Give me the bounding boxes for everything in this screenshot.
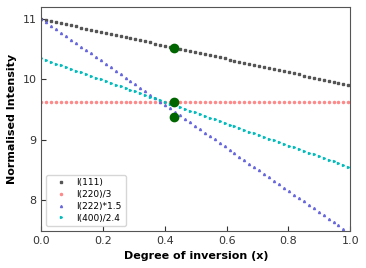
Line: I(111): I(111) (40, 18, 351, 87)
I(220)/3 (188, 101, 192, 104)
I(400)/2.4 (186, 109, 190, 112)
I(220)/3 (39, 101, 44, 104)
I(111) (39, 17, 44, 21)
I(220)/3 (206, 101, 211, 104)
I(111) (186, 49, 190, 52)
I(400)/2.4 (341, 163, 345, 166)
I(400)/2.4 (348, 166, 352, 169)
I(220)/3 (223, 101, 227, 104)
I(222)*1.5 (223, 145, 227, 148)
Line: I(220)/3: I(220)/3 (40, 101, 351, 103)
I(222)*1.5 (188, 121, 192, 124)
I(111) (341, 82, 345, 85)
I(111) (206, 53, 211, 57)
I(222)*1.5 (341, 227, 345, 230)
I(400)/2.4 (223, 121, 227, 125)
I(222)*1.5 (292, 193, 297, 196)
I(111) (292, 72, 297, 75)
I(222)*1.5 (206, 133, 211, 137)
I(111) (223, 57, 227, 60)
I(400)/2.4 (206, 116, 211, 119)
Legend: I(111), I(220)/3, I(222)*1.5, I(400)/2.4: I(111), I(220)/3, I(222)*1.5, I(400)/2.4 (46, 175, 126, 226)
Y-axis label: Normalised Intensity: Normalised Intensity (7, 54, 17, 184)
I(220)/3 (186, 101, 190, 104)
I(222)*1.5 (348, 232, 352, 235)
I(220)/3 (341, 101, 345, 104)
I(400)/2.4 (39, 57, 44, 60)
I(220)/3 (348, 101, 352, 104)
I(400)/2.4 (292, 146, 297, 149)
I(222)*1.5 (186, 119, 190, 122)
Line: I(222)*1.5: I(222)*1.5 (40, 18, 351, 235)
I(220)/3 (292, 101, 297, 104)
I(111) (188, 49, 192, 53)
I(111) (348, 84, 352, 87)
X-axis label: Degree of inversion (x): Degree of inversion (x) (124, 251, 268, 261)
I(400)/2.4 (188, 109, 192, 112)
Line: I(400)/2.4: I(400)/2.4 (40, 57, 351, 168)
I(222)*1.5 (39, 17, 44, 21)
